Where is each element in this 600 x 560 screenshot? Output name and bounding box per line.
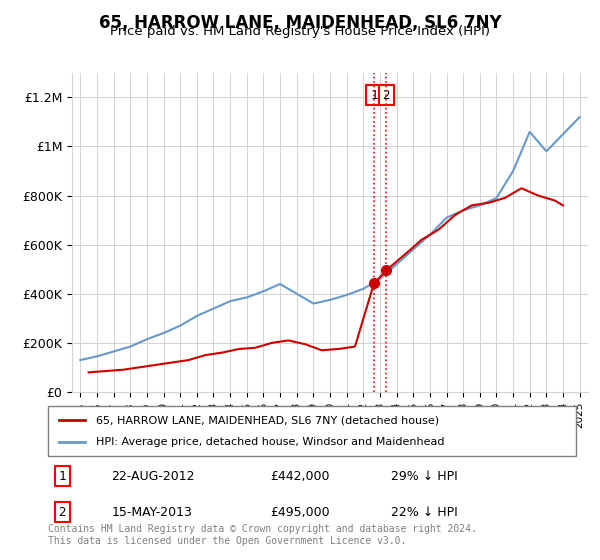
Text: £442,000: £442,000 [270,470,329,483]
Text: 22-AUG-2012: 22-AUG-2012 [112,470,195,483]
Text: 29% ↓ HPI: 29% ↓ HPI [391,470,458,483]
Text: 22% ↓ HPI: 22% ↓ HPI [391,506,458,519]
Text: 2: 2 [59,506,66,519]
Text: HPI: Average price, detached house, Windsor and Maidenhead: HPI: Average price, detached house, Wind… [95,437,444,447]
Text: 65, HARROW LANE, MAIDENHEAD, SL6 7NY (detached house): 65, HARROW LANE, MAIDENHEAD, SL6 7NY (de… [95,415,439,425]
Text: 15-MAY-2013: 15-MAY-2013 [112,506,192,519]
Text: Contains HM Land Registry data © Crown copyright and database right 2024.
This d: Contains HM Land Registry data © Crown c… [48,524,477,546]
Text: Price paid vs. HM Land Registry's House Price Index (HPI): Price paid vs. HM Land Registry's House … [110,25,490,38]
Text: 2: 2 [382,88,390,102]
Text: 65, HARROW LANE, MAIDENHEAD, SL6 7NY: 65, HARROW LANE, MAIDENHEAD, SL6 7NY [98,14,502,32]
Text: 1: 1 [59,470,66,483]
Text: 1: 1 [370,88,377,102]
Text: £495,000: £495,000 [270,506,329,519]
FancyBboxPatch shape [48,406,576,456]
